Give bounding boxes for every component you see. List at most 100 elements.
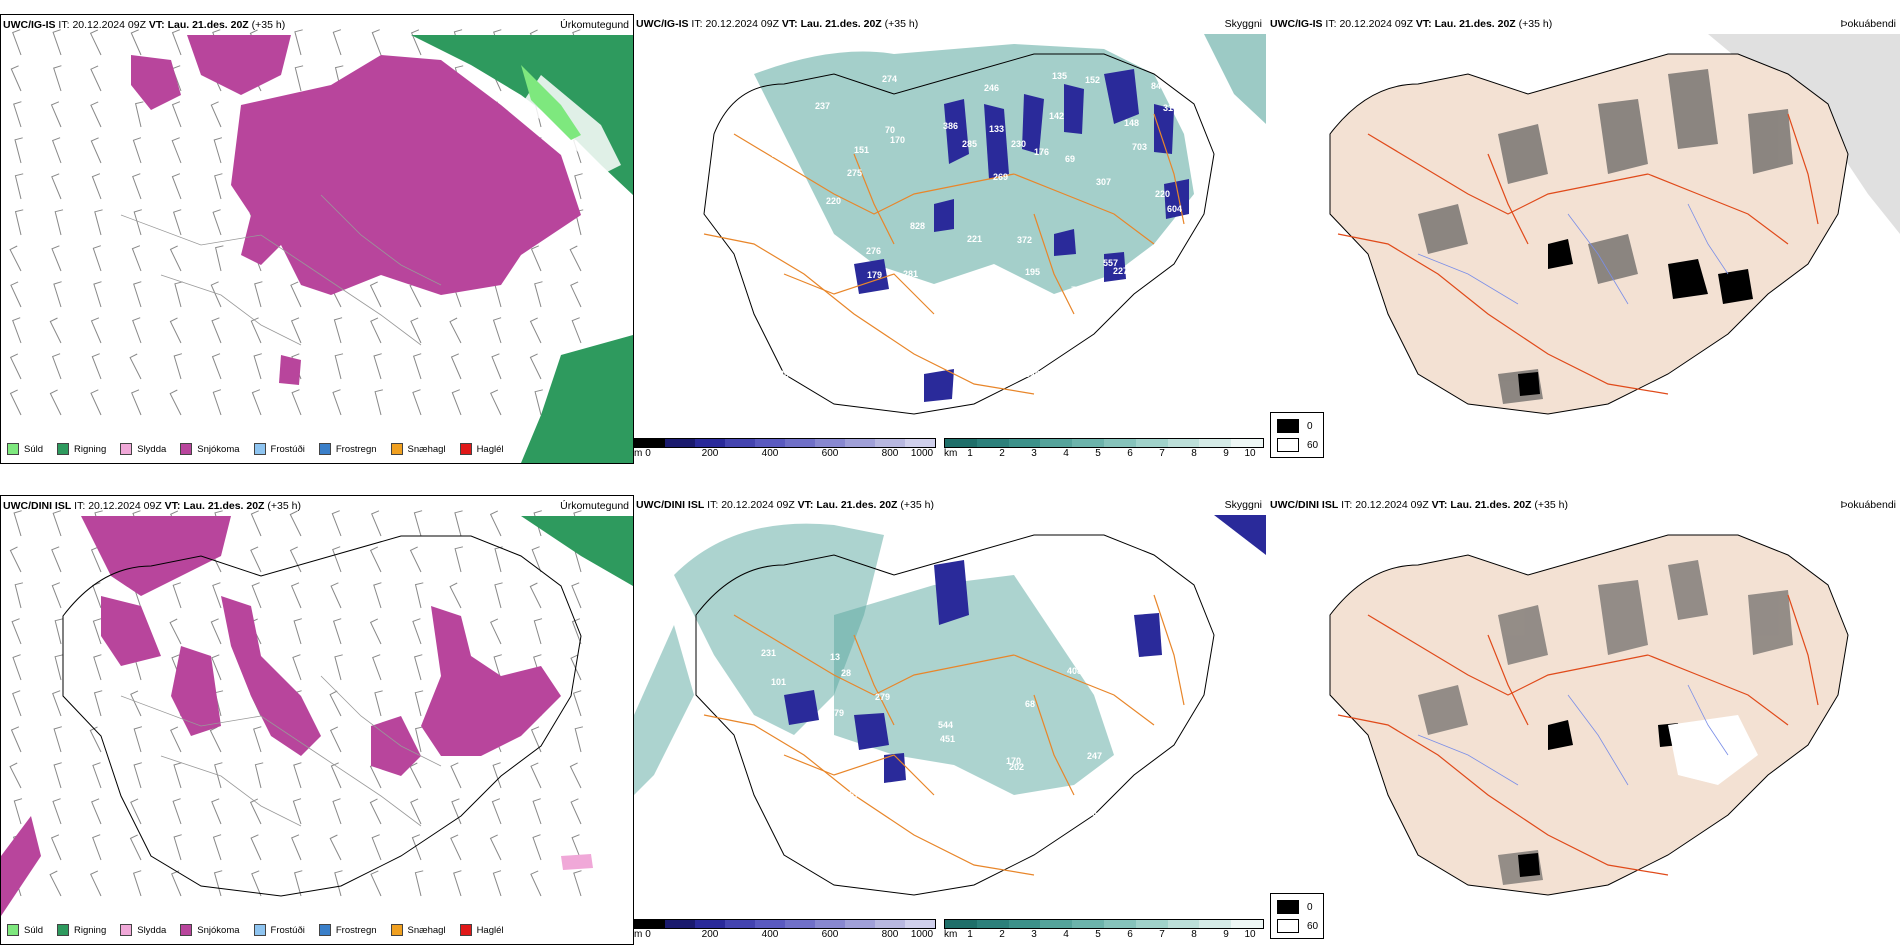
- wind-barb: [370, 870, 382, 897]
- cloud-base-label: 135: [1052, 71, 1067, 81]
- wind-barb: [250, 317, 262, 344]
- wind-barb: [492, 317, 502, 344]
- wind-barb: [13, 510, 22, 537]
- wind-barb: [290, 281, 302, 308]
- cloud-base-label: 68: [1025, 699, 1035, 709]
- cloud-panel-row1: 170 220 176 604 828 396 281 135 178 148 275 227 307 1…: [634, 14, 1266, 462]
- precip-panel-row2: UWC/DINI ISL IT: 20.12.2024 09Z VT: Lau.…: [0, 495, 634, 945]
- cloud-base-label: 69: [1071, 636, 1081, 646]
- wind-barb: [54, 618, 64, 645]
- wind-barb: [92, 834, 102, 861]
- wind-barb: [14, 173, 24, 200]
- legend-item-rigning: Rigning: [57, 443, 106, 455]
- cloud-title-row2: Skyggni: [1224, 499, 1262, 511]
- wind-barb: [294, 65, 304, 92]
- wind-barb: [92, 618, 102, 645]
- wind-barb: [412, 618, 422, 645]
- cloud-base-label: 319: [1163, 103, 1178, 113]
- wind-barb: [133, 281, 142, 308]
- cloud-base-label: 12: [1168, 225, 1178, 235]
- cloud-base-label: 221: [967, 234, 982, 244]
- cloud-base-label: 141: [1156, 358, 1171, 368]
- wind-barb: [409, 762, 422, 789]
- precip-legend-row1: Súld Rigning Slydda Snjókoma Frostúði Fr…: [7, 443, 504, 455]
- cloud-base-label: 230: [1011, 139, 1026, 149]
- wind-barb: [530, 762, 542, 789]
- wind-barb: [293, 762, 302, 789]
- wind-barb: [494, 582, 503, 609]
- cloud-bar-km-row2: km 1 2 3 4 5 6 7 8 9 10: [944, 919, 1264, 943]
- cloud-base-label: 231: [761, 648, 776, 658]
- wind-barb: [212, 209, 222, 236]
- wind-barb: [89, 726, 102, 753]
- cloud-base-label: 386: [943, 121, 958, 131]
- wind-barb: [132, 173, 142, 200]
- precip-legend-row2: Súld Rigning Slydda Snjókoma Frostúði Fr…: [7, 924, 504, 936]
- cloud-base-label: 408: [1067, 666, 1082, 676]
- cloud-base-label: 281: [903, 269, 918, 279]
- wind-barb: [51, 173, 62, 200]
- wind-barb: [51, 546, 62, 573]
- wind-barb: [289, 510, 302, 537]
- wind-barb: [173, 353, 183, 380]
- wind-barb: [409, 546, 422, 573]
- wind-barb: [371, 29, 382, 56]
- wind-barb: [54, 209, 64, 236]
- cloud-base-label: 74: [1071, 285, 1081, 295]
- wind-barb: [49, 317, 62, 344]
- wind-barb: [294, 29, 303, 56]
- cloud-base-label: 340: [1025, 369, 1040, 379]
- wind-barb: [334, 870, 343, 897]
- legend-item-rigning: Rigning: [57, 924, 106, 936]
- cloud-base-label: 202: [1009, 762, 1024, 772]
- wind-barb: [210, 618, 222, 645]
- wind-barb: [130, 690, 142, 717]
- cloud-base-label: 241: [844, 364, 859, 374]
- wind-barb: [12, 690, 22, 717]
- wind-barb: [171, 870, 182, 897]
- wind-barb: [530, 870, 542, 897]
- wind-barb: [251, 389, 262, 416]
- precip-header-row2: UWC/DINI ISL IT: 20.12.2024 09Z VT: Lau.…: [3, 500, 301, 512]
- cloud-base-label: 89: [1079, 360, 1089, 370]
- wind-barb: [171, 29, 182, 56]
- cloud-base-label: 178: [883, 298, 898, 308]
- wind-barb: [369, 618, 382, 645]
- cloud-base-label: 396: [1162, 296, 1177, 306]
- wind-barb: [130, 798, 142, 825]
- wind-barb: [92, 582, 102, 609]
- legend-item-haglel: Haglél: [459, 924, 504, 936]
- wind-barb: [574, 173, 583, 200]
- wind-barb: [14, 209, 24, 236]
- wind-barb: [92, 762, 102, 789]
- cloud-base-label: 466: [1043, 323, 1058, 333]
- wind-barb: [131, 245, 142, 272]
- wind-barb: [374, 690, 383, 717]
- wind-barb: [332, 389, 342, 416]
- wind-barb: [90, 137, 102, 164]
- wind-barb: [534, 389, 543, 416]
- wind-barb: [251, 582, 262, 609]
- fog-map-row1: [1329, 34, 1900, 415]
- cloud-base-label: 116: [1097, 655, 1112, 665]
- cloud-base-label: 86: [1174, 297, 1184, 307]
- wind-barb: [169, 618, 182, 645]
- wind-barb: [53, 726, 62, 753]
- precip-header-row1: UWC/IG-IS IT: 20.12.2024 09Z VT: Lau. 21…: [3, 19, 286, 31]
- wind-barb: [411, 834, 422, 861]
- wind-barb: [570, 798, 582, 825]
- legend-item-sudl: Súld: [7, 443, 43, 455]
- wind-barb: [12, 317, 22, 344]
- wind-barb: [414, 870, 424, 897]
- wind-barb: [209, 726, 222, 753]
- wind-barb: [172, 798, 182, 825]
- cloud-bar-km-swatches: [944, 438, 1264, 448]
- wind-barb: [570, 281, 582, 308]
- legend-item-haglel: Haglél: [459, 443, 504, 455]
- wind-barb: [9, 389, 22, 416]
- wind-barb: [332, 798, 342, 825]
- wind-barb: [13, 101, 22, 128]
- wind-barb: [94, 209, 103, 236]
- cloud-bar-km-swatches: [944, 919, 1264, 929]
- wind-barb: [53, 65, 62, 92]
